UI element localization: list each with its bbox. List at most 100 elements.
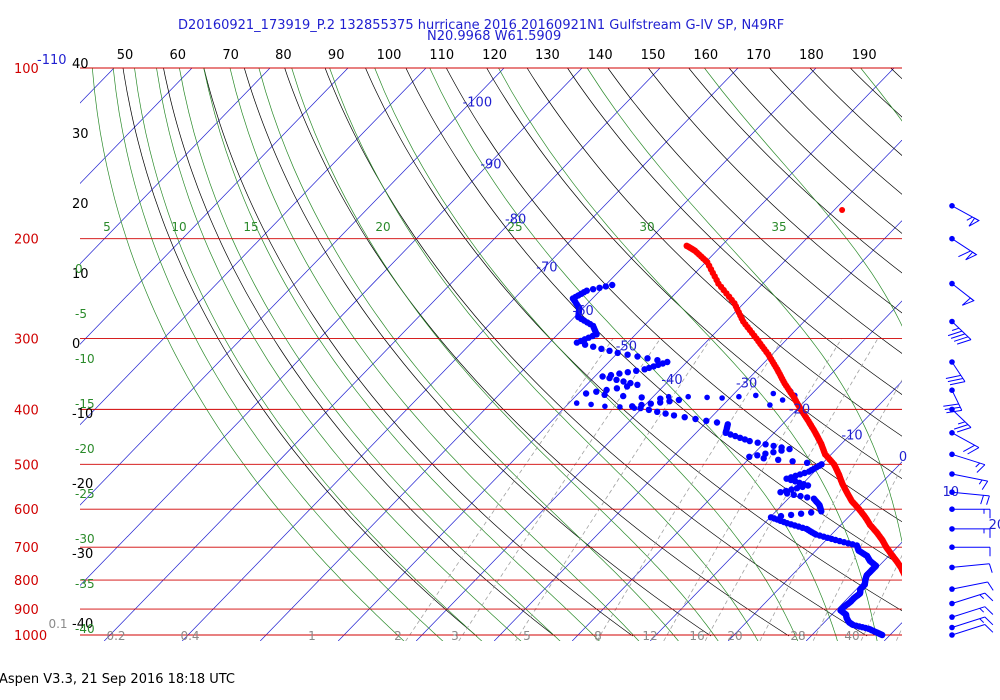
isotherm-lines — [80, 68, 902, 641]
moist-adiabat-line — [112, 68, 444, 641]
top-isotherm-labels: -110 50 60 70 80 90 100 110 120 130 140 150 160 170 18… — [37, 48, 877, 68]
temperature-point — [918, 601, 924, 607]
isotherm-line — [571, 300, 902, 641]
dry-adiabat-line — [972, 68, 1000, 636]
temperature-point — [913, 590, 919, 596]
dewpoint-point — [601, 391, 608, 398]
top-isotherm-label: 80 — [275, 48, 292, 63]
top-isotherm-label: 90 — [328, 48, 345, 63]
temperature-point — [904, 577, 910, 583]
isotherm-label: -30 — [736, 376, 757, 391]
temperature-point — [930, 618, 936, 624]
dewpoint-point — [777, 512, 785, 520]
isotherm-line — [80, 68, 583, 587]
dewpoint-trace — [569, 281, 886, 639]
dewpoint-point — [703, 417, 710, 424]
temperature-point — [917, 600, 923, 606]
dewpoint-point — [681, 414, 688, 421]
moist-adiabat-line — [179, 68, 561, 641]
isotherm-label: -10 — [841, 429, 862, 444]
wind-barb — [949, 592, 994, 607]
temperature-point — [931, 620, 937, 626]
isotherm-label: -20 — [789, 402, 810, 417]
temperature-point — [921, 605, 927, 611]
temperature-point — [905, 580, 911, 586]
moist-adiabat-line — [498, 68, 878, 641]
wind-barb — [949, 280, 975, 306]
temperature-point — [917, 599, 923, 605]
dewpoint-point — [818, 461, 825, 468]
temperature-point — [914, 592, 920, 598]
wind-barb-feather — [956, 339, 972, 345]
wind-barb-half-feather — [979, 594, 985, 599]
temperature-point — [928, 617, 934, 623]
isotherm-label: 0 — [899, 450, 907, 465]
isotherm-line — [727, 461, 902, 641]
dewpoint-point — [775, 456, 782, 463]
mixing-ratio-line — [663, 338, 842, 641]
dewpoint-point — [620, 392, 627, 400]
wind-barb — [947, 318, 972, 345]
dewpoint-point — [788, 486, 795, 493]
pressure-axis-labels: 100 200 300 400 500 600 700 800 900 1000 — [14, 62, 47, 644]
mixing-ratio-line — [515, 338, 712, 641]
pressure-tick-label: 800 — [14, 574, 39, 589]
moist-adiabat-label: 20 — [375, 220, 390, 234]
dewpoint-point — [741, 436, 749, 443]
dewpoint-point — [803, 459, 811, 466]
wind-barb-feather — [984, 624, 994, 633]
dewpoint-point — [778, 444, 785, 451]
temperature-point — [926, 614, 932, 620]
moist-adiabat-label: -10 — [75, 352, 95, 366]
left-temperature-label: -10 — [72, 407, 93, 422]
temperature-point — [921, 606, 927, 612]
wind-barbs — [943, 203, 994, 638]
mixing-ratio-label: 0.1 — [48, 617, 67, 631]
mixing-ratio-label: 28 — [790, 629, 805, 643]
wind-barb-feather — [988, 563, 993, 573]
wind-barb-feather — [958, 250, 971, 258]
temperature-point — [916, 598, 922, 604]
dewpoint-point — [754, 452, 761, 459]
wind-barb-half-feather — [975, 462, 981, 468]
dewpoint-point — [753, 392, 759, 399]
dewpoint-point — [746, 453, 753, 460]
dewpoint-point — [664, 358, 671, 366]
dewpoint-point — [602, 403, 608, 410]
dewpoint-point — [770, 390, 777, 397]
mixing-ratio-label: 8 — [594, 629, 602, 643]
temperature-point — [929, 617, 935, 623]
top-isotherm-label: 190 — [852, 48, 877, 63]
temperature-point — [914, 593, 920, 599]
wind-barb — [949, 606, 994, 620]
wind-barb-half-feather — [957, 421, 966, 425]
moist-adiabat-labels: 5 10 15 20 25 30 350-5-10-15-20-25-30-35-40 — [75, 220, 787, 636]
isotherm-line — [493, 220, 902, 641]
wind-barb-staff — [951, 581, 988, 590]
dewpoint-point — [789, 458, 796, 465]
top-isotherm-label: 100 — [377, 48, 402, 63]
dewpoint-point — [692, 415, 699, 423]
wind-barb-feather — [956, 427, 972, 433]
temperature-point — [932, 620, 938, 626]
isotherm-line — [181, 68, 739, 641]
wind-barb-staff — [951, 616, 986, 628]
wind-barb-pennant — [968, 217, 980, 227]
dry-adiabat-line — [648, 68, 902, 314]
moist-adiabat-label: -30 — [75, 532, 95, 546]
dry-adiabat-line — [163, 68, 555, 637]
dewpoint-point — [616, 370, 623, 377]
temperature-point — [922, 607, 928, 613]
dewpoint-point — [603, 386, 610, 394]
moist-adiabat-label: 15 — [243, 220, 258, 234]
left-temperature-label: -30 — [72, 547, 93, 562]
dewpoint-point — [762, 441, 769, 448]
dry-adiabat-line — [890, 68, 902, 80]
pressure-tick-label: 900 — [14, 603, 39, 618]
temperature-point — [903, 575, 909, 581]
wind-barb-feather — [947, 378, 964, 383]
left-temperature-label: 10 — [72, 267, 89, 282]
top-isotherm-label: 130 — [535, 48, 560, 63]
temperature-point — [926, 615, 932, 621]
top-isotherm-label: 140 — [588, 48, 613, 63]
